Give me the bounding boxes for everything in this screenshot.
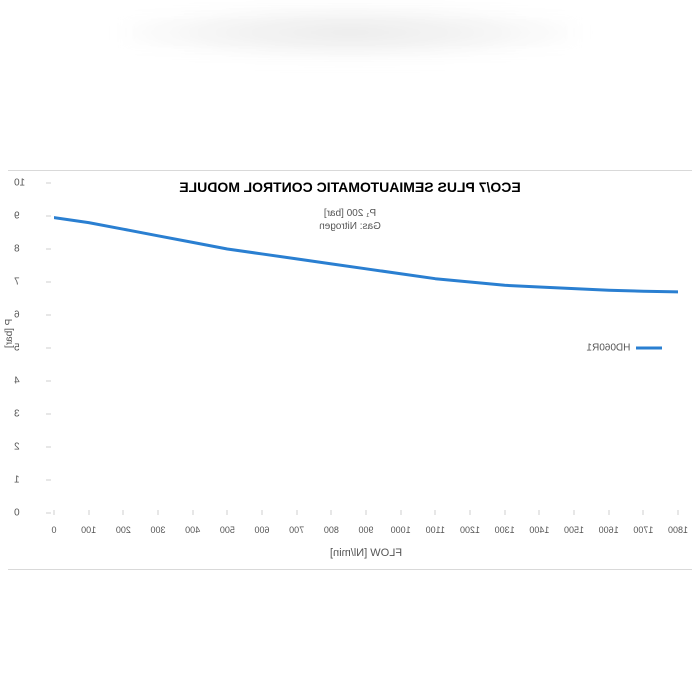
x-tick-mark: [88, 510, 89, 515]
y-tick: 7: [14, 277, 20, 288]
x-tick-mark: [262, 510, 263, 515]
x-tick-mark: [158, 510, 159, 515]
x-tick-mark: [470, 510, 471, 515]
x-axis: FLOW [Nl/min] 0 100 200 300 400 500 600 700 800 9…: [54, 515, 678, 569]
y-tick: 6: [14, 310, 20, 321]
y-tick-mark: [46, 282, 51, 283]
y-tick-mark: [46, 183, 51, 184]
series-line: [54, 218, 678, 292]
x-tick-mark: [227, 510, 228, 515]
x-tick-mark: [574, 510, 575, 515]
x-tick-mark: [643, 510, 644, 515]
y-tick: 9: [14, 211, 20, 222]
y-tick-mark: [46, 381, 51, 382]
x-tick: 1300: [495, 525, 515, 535]
x-tick: 0: [51, 525, 56, 535]
y-tick-mark: [46, 513, 51, 514]
y-tick: 3: [14, 409, 20, 420]
x-tick-mark: [400, 510, 401, 515]
x-tick: 700: [289, 525, 304, 535]
y-tick: 8: [14, 244, 20, 255]
y-tick: 2: [14, 442, 20, 453]
y-tick: 5: [14, 343, 20, 354]
y-tick: 0: [14, 508, 20, 519]
x-tick-mark: [296, 510, 297, 515]
chart-frame: ECO/7 PLUS SEMIAUTOMATIC CONTROL MODULE …: [8, 170, 692, 570]
x-tick: 400: [185, 525, 200, 535]
x-tick: 500: [220, 525, 235, 535]
y-tick-mark: [46, 480, 51, 481]
x-tick-mark: [54, 510, 55, 515]
x-tick-mark: [123, 510, 124, 515]
x-tick-mark: [678, 510, 679, 515]
plot-area: HD060R1: [54, 183, 678, 513]
x-tick: 1200: [460, 525, 480, 535]
x-tick: 1800: [668, 525, 688, 535]
x-tick-mark: [504, 510, 505, 515]
x-tick: 1100: [426, 525, 445, 535]
legend-label: HD060R1: [586, 343, 630, 354]
y-tick-mark: [46, 414, 51, 415]
y-tick: 4: [14, 376, 20, 387]
line-series-svg: [54, 183, 678, 513]
x-tick-mark: [608, 510, 609, 515]
y-tick-mark: [46, 348, 51, 349]
x-tick: 1000: [391, 525, 411, 535]
legend-swatch: [636, 347, 662, 350]
x-tick: 300: [150, 525, 165, 535]
legend: HD060R1: [586, 343, 662, 354]
x-axis-label: FLOW [Nl/min]: [54, 547, 678, 559]
y-tick: 10: [14, 178, 25, 189]
x-tick: 900: [358, 525, 373, 535]
x-tick-mark: [435, 510, 436, 515]
y-tick-mark: [46, 447, 51, 448]
x-tick-mark: [539, 510, 540, 515]
y-tick-mark: [46, 216, 51, 217]
x-tick: 800: [324, 525, 339, 535]
x-tick: 1600: [599, 525, 619, 535]
y-axis: P [bar] 012345678910: [8, 183, 52, 513]
x-tick: 1400: [529, 525, 549, 535]
x-tick-mark: [331, 510, 332, 515]
x-tick-mark: [366, 510, 367, 515]
y-tick: 1: [14, 475, 20, 486]
x-tick: 100: [81, 525, 96, 535]
x-tick: 600: [254, 525, 269, 535]
x-tick-mark: [192, 510, 193, 515]
y-tick-mark: [46, 249, 51, 250]
x-tick: 1700: [633, 525, 653, 535]
x-tick: 1500: [564, 525, 584, 535]
x-tick: 200: [116, 525, 131, 535]
decorative-smudge: [120, 5, 580, 60]
y-tick-mark: [46, 315, 51, 316]
